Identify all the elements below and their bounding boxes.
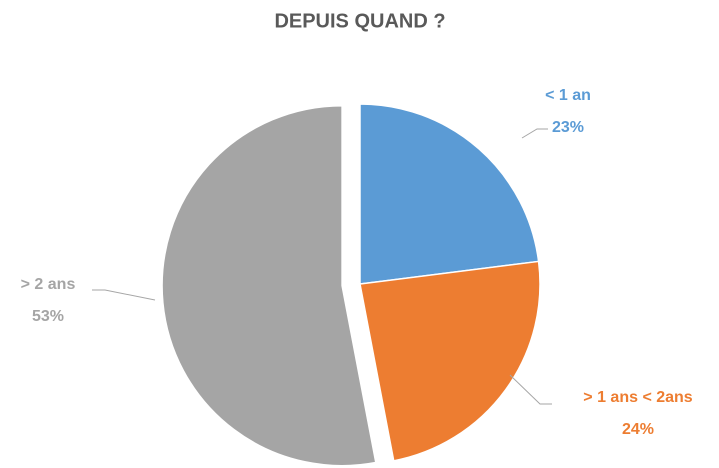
pie-slice [359,260,541,462]
slice-label: < 1 an [545,87,591,104]
leader-line [509,374,552,405]
chart-title: DEPUIS QUAND ? [274,10,445,32]
leader-line [521,128,548,139]
slice-value-label: 23% [552,119,584,136]
slice-value-label: 53% [32,308,64,325]
slice-value-label: 24% [622,421,654,438]
slice-label: > 1 ans < 2ans [583,389,693,406]
pie-slice [359,103,540,285]
pie-slice [161,104,377,467]
slice-label: > 2 ans [21,276,76,293]
leader-line [92,289,156,301]
